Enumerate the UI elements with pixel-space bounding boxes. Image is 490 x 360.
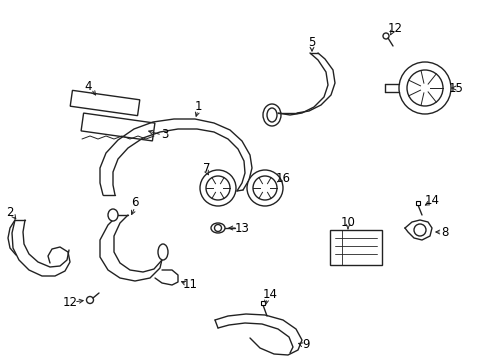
Text: 14: 14 xyxy=(424,194,440,207)
Circle shape xyxy=(87,297,94,303)
Circle shape xyxy=(215,225,221,231)
Text: 16: 16 xyxy=(275,171,291,184)
Text: 9: 9 xyxy=(302,338,310,351)
Circle shape xyxy=(407,70,443,106)
Circle shape xyxy=(399,62,451,114)
Text: 8: 8 xyxy=(441,225,449,238)
Text: 2: 2 xyxy=(6,207,14,220)
Ellipse shape xyxy=(267,108,277,122)
Circle shape xyxy=(200,170,236,206)
Text: 15: 15 xyxy=(448,81,464,94)
Text: 6: 6 xyxy=(131,197,139,210)
Text: 5: 5 xyxy=(308,36,316,49)
Circle shape xyxy=(206,176,230,200)
Text: 13: 13 xyxy=(235,221,249,234)
Ellipse shape xyxy=(158,244,168,260)
Text: 12: 12 xyxy=(388,22,402,35)
Text: 14: 14 xyxy=(263,288,277,302)
Ellipse shape xyxy=(263,104,281,126)
Circle shape xyxy=(247,170,283,206)
Ellipse shape xyxy=(108,209,118,221)
Circle shape xyxy=(414,224,426,236)
Text: 3: 3 xyxy=(161,129,169,141)
Text: 7: 7 xyxy=(203,162,211,175)
Circle shape xyxy=(253,176,277,200)
Circle shape xyxy=(383,33,389,39)
Text: 12: 12 xyxy=(63,297,77,310)
FancyBboxPatch shape xyxy=(81,113,155,141)
Text: 11: 11 xyxy=(182,279,197,292)
Bar xyxy=(330,230,382,265)
Text: 1: 1 xyxy=(194,100,202,113)
FancyBboxPatch shape xyxy=(70,90,140,116)
Text: 4: 4 xyxy=(84,81,92,94)
Text: 10: 10 xyxy=(341,216,355,229)
Ellipse shape xyxy=(211,223,225,233)
